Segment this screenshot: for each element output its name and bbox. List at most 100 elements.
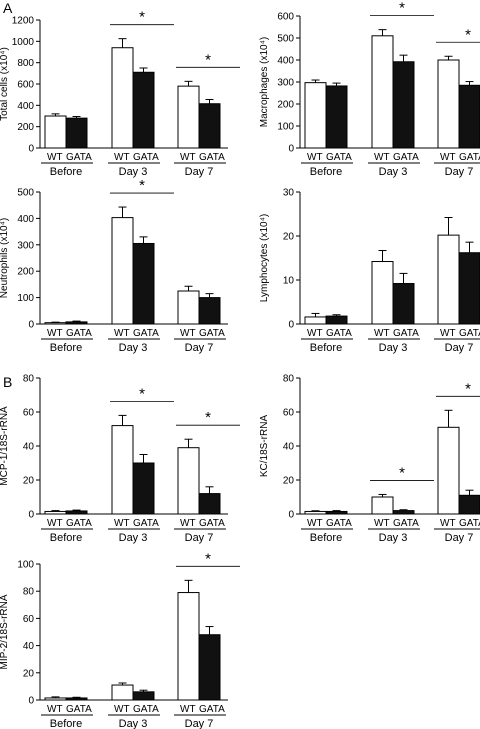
y-tick-label: 300 — [17, 240, 34, 251]
y-tick-label: 40 — [23, 641, 35, 652]
significance-star: * — [139, 177, 145, 194]
series-label-gata: GATA — [66, 704, 92, 715]
bar-wt — [111, 217, 134, 325]
bar-wt — [177, 592, 200, 701]
y-axis-title: Macrophages (x10⁴) — [259, 37, 270, 127]
category-label: Before — [310, 166, 342, 178]
series-label-gata: GATA — [66, 328, 92, 339]
y-axis-title: MIP-2/18S-rRNA — [0, 594, 10, 669]
series-label-wt: WT — [307, 328, 323, 339]
category-label: Before — [50, 342, 82, 354]
bar-gata — [65, 697, 88, 701]
series-label-gata: GATA — [393, 518, 419, 529]
y-tick-label: 800 — [17, 58, 34, 69]
series-label-wt: WT — [47, 152, 63, 163]
series-label-gata: GATA — [133, 518, 159, 529]
bar-gata — [458, 84, 480, 149]
category-label: Before — [310, 342, 342, 354]
bar-gata — [325, 510, 348, 515]
category-label: Day 3 — [119, 342, 148, 354]
y-tick-label: 400 — [277, 56, 294, 67]
series-label-wt: WT — [440, 328, 456, 339]
category-label: Day 7 — [445, 166, 474, 178]
significance-star: * — [465, 380, 471, 397]
y-tick-label: 0 — [28, 144, 34, 155]
panel-label-a: A — [3, 0, 13, 16]
y-tick-label: 100 — [277, 122, 294, 133]
y-tick-label: 60 — [23, 408, 35, 419]
y-tick-label: 20 — [23, 476, 35, 487]
bar-gata — [392, 283, 415, 325]
series-label-gata: GATA — [393, 328, 419, 339]
y-tick-label: 20 — [23, 668, 35, 679]
bar-wt — [437, 59, 460, 149]
series-label-gata: GATA — [459, 518, 480, 529]
bar-wt — [177, 447, 200, 515]
series-label-wt: WT — [374, 328, 390, 339]
series-label-wt: WT — [307, 518, 323, 529]
series-label-wt: WT — [180, 704, 196, 715]
bar-gata — [392, 510, 415, 515]
bar-gata — [458, 494, 480, 515]
significance-star: * — [205, 51, 211, 68]
y-tick-label: 20 — [283, 232, 295, 243]
y-tick-label: 100 — [17, 293, 34, 304]
y-tick-label: 40 — [23, 442, 35, 453]
bar-wt — [304, 82, 327, 149]
y-tick-label: 1200 — [12, 16, 35, 27]
y-tick-label: 0 — [28, 696, 34, 707]
y-tick-label: 10 — [283, 276, 295, 287]
bar-gata — [65, 510, 88, 515]
series-label-wt: WT — [114, 152, 130, 163]
series-label-gata: GATA — [199, 328, 225, 339]
bar-wt — [111, 684, 134, 701]
series-label-wt: WT — [440, 152, 456, 163]
series-label-gata: GATA — [66, 518, 92, 529]
y-tick-label: 80 — [23, 374, 35, 385]
bar-wt — [371, 35, 394, 149]
y-tick-label: 40 — [283, 442, 295, 453]
series-label-wt: WT — [307, 152, 323, 163]
y-tick-label: 500 — [277, 34, 294, 45]
series-label-gata: GATA — [199, 152, 225, 163]
series-label-wt: WT — [180, 328, 196, 339]
y-tick-label: 400 — [17, 214, 34, 225]
y-axis-title: KC/18S-rRNA — [259, 415, 270, 478]
series-label-wt: WT — [180, 152, 196, 163]
significance-star: * — [399, 0, 405, 17]
bar-gata — [132, 242, 155, 325]
significance-star: * — [205, 409, 211, 426]
series-label-gata: GATA — [459, 152, 480, 163]
significance-star: * — [139, 9, 145, 26]
series-label-wt: WT — [47, 704, 63, 715]
bar-gata — [132, 71, 155, 149]
y-tick-label: 80 — [23, 587, 35, 598]
category-label: Day 3 — [119, 166, 148, 178]
series-label-gata: GATA — [133, 152, 159, 163]
category-label: Day 7 — [445, 532, 474, 544]
series-label-gata: GATA — [326, 328, 352, 339]
bar-gata — [392, 61, 415, 149]
series-label-gata: GATA — [199, 704, 225, 715]
y-tick-label: 200 — [17, 122, 34, 133]
y-tick-label: 30 — [283, 188, 295, 199]
y-tick-label: 600 — [277, 12, 294, 23]
series-label-gata: GATA — [66, 152, 92, 163]
category-label: Before — [50, 166, 82, 178]
bar-wt — [304, 316, 327, 325]
bar-gata — [132, 691, 155, 701]
category-label: Day 7 — [185, 342, 214, 354]
bar-wt — [44, 697, 67, 701]
category-label: Day 3 — [379, 166, 408, 178]
significance-star: * — [205, 550, 211, 567]
category-label: Day 3 — [379, 342, 408, 354]
series-label-wt: WT — [114, 704, 130, 715]
series-label-gata: GATA — [459, 328, 480, 339]
bar-wt — [111, 425, 134, 515]
bar-wt — [44, 322, 67, 325]
category-label: Day 3 — [119, 718, 148, 729]
bar-gata — [198, 103, 221, 149]
y-tick-label: 60 — [283, 408, 295, 419]
bar-wt — [111, 47, 134, 149]
bar-gata — [65, 321, 88, 325]
